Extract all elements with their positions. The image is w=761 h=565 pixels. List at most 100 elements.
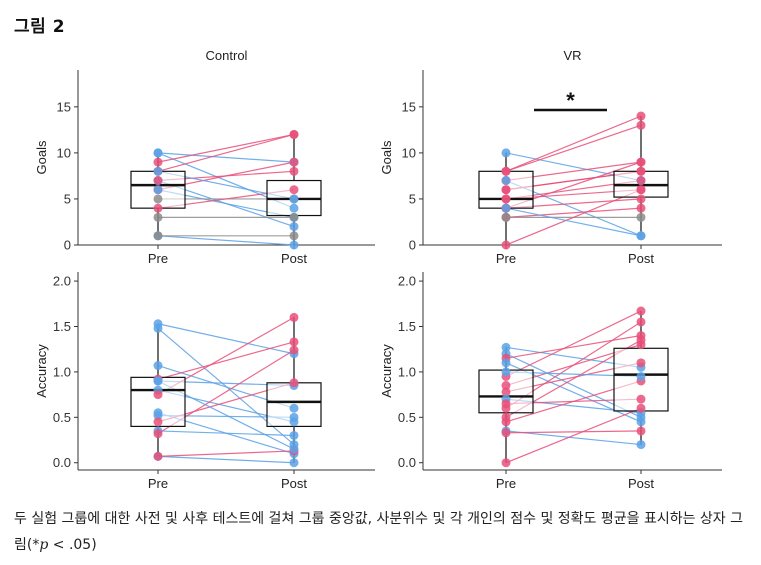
- y-tick-label: 15: [402, 99, 416, 114]
- subject-line: [157, 455, 295, 464]
- data-point-pre: [501, 194, 511, 204]
- data-point-post: [289, 212, 299, 222]
- chart-panel-3: 0.0 0.5 1.0 1.5 2.0 Accuracy Pre Post: [379, 272, 722, 491]
- data-point-post: [289, 222, 299, 232]
- caption-p-threshold: < .05): [48, 537, 97, 553]
- data-point-post: [289, 345, 299, 355]
- data-point-pre: [153, 231, 163, 241]
- x-tick-label: Post: [281, 476, 307, 491]
- chart-panel-2: 0.0 0.5 1.0 1.5 2.0 Accuracy Pre Post: [34, 272, 375, 491]
- subject-line: [505, 310, 642, 377]
- data-point-post: [289, 129, 299, 139]
- subject-line: [157, 133, 295, 163]
- data-point-post: [289, 231, 299, 241]
- data-point-post: [289, 185, 299, 195]
- data-point-post: [636, 194, 646, 204]
- data-point-pre: [153, 417, 163, 427]
- caption-text: 두 실험 그룹에 대한 사전 및 사후 테스트에 걸쳐 그룹 중앙값, 사분위수…: [14, 511, 744, 553]
- y-tick-label: 0.0: [398, 455, 416, 470]
- data-point-pre: [153, 429, 163, 439]
- data-point-pre: [153, 376, 163, 386]
- data-point-pre: [501, 203, 511, 213]
- x-tick-label: Post: [281, 251, 307, 266]
- subject-line: [505, 407, 642, 464]
- data-point-post: [289, 412, 299, 422]
- data-point-pre: [153, 361, 163, 371]
- chart-panel-1: VR 0 5 10 15 Goals Pre Post *: [379, 48, 722, 266]
- y-tick-label: 1.5: [398, 319, 416, 334]
- data-point-post: [636, 120, 646, 130]
- data-point-pre: [153, 176, 163, 186]
- y-tick-label: 1.0: [53, 364, 71, 379]
- data-point-post: [289, 194, 299, 204]
- x-tick-label: Pre: [148, 251, 168, 266]
- x-tick-label: Pre: [496, 251, 516, 266]
- data-point-post: [289, 378, 299, 388]
- data-point-post: [636, 176, 646, 186]
- data-point-pre: [501, 367, 511, 377]
- y-tick-label: 0.5: [53, 410, 71, 425]
- subject-line: [505, 207, 642, 218]
- data-point-post: [289, 403, 299, 413]
- boxplot-figure: Control 0 5 10 15 Goals Pre Post VR 0 5 10 15 Goals Pr…: [34, 48, 722, 491]
- y-tick-label: 5: [64, 191, 71, 206]
- data-point-pre: [501, 428, 511, 438]
- data-point-pre: [501, 403, 511, 413]
- data-point-pre: [501, 417, 511, 427]
- data-point-pre: [153, 212, 163, 222]
- y-axis-label: Accuracy: [379, 344, 394, 398]
- data-point-pre: [153, 411, 163, 421]
- chart-panel-0: Control 0 5 10 15 Goals Pre Post: [34, 48, 375, 266]
- data-point-post: [636, 317, 646, 327]
- data-point-pre: [501, 176, 511, 186]
- data-point-post: [289, 458, 299, 468]
- data-point-pre: [501, 148, 511, 158]
- data-point-post: [636, 358, 646, 368]
- x-tick-label: Post: [628, 476, 654, 491]
- caption-p-symbol: p: [39, 537, 49, 553]
- data-point-post: [636, 371, 646, 381]
- y-tick-label: 1.5: [53, 319, 71, 334]
- data-point-pre: [153, 166, 163, 176]
- data-point-post: [636, 394, 646, 404]
- data-point-pre: [501, 358, 511, 368]
- data-point-post: [636, 403, 646, 413]
- data-point-post: [289, 430, 299, 440]
- figure-title: 그림 2: [14, 17, 66, 37]
- y-tick-label: 5: [409, 191, 416, 206]
- data-point-post: [289, 312, 299, 322]
- data-point-post: [289, 444, 299, 454]
- data-point-post: [289, 166, 299, 176]
- subject-line: [505, 115, 642, 172]
- data-point-post: [636, 111, 646, 121]
- data-point-pre: [153, 157, 163, 167]
- subject-line: [157, 341, 295, 380]
- x-tick-label: Post: [628, 251, 654, 266]
- y-tick-label: 2.0: [53, 274, 71, 289]
- data-point-pre: [501, 458, 511, 468]
- subject-line: [157, 152, 295, 163]
- data-point-post: [636, 166, 646, 176]
- y-tick-label: 0: [409, 238, 416, 253]
- data-point-pre: [501, 240, 511, 250]
- y-tick-label: 10: [57, 145, 71, 160]
- data-point-post: [636, 335, 646, 345]
- subject-line: [157, 133, 295, 172]
- data-point-post: [636, 212, 646, 222]
- subject-line: [157, 430, 295, 437]
- data-point-pre: [501, 342, 511, 352]
- data-point-post: [636, 306, 646, 316]
- data-point-pre: [501, 387, 511, 397]
- y-axis-label: Accuracy: [34, 344, 49, 398]
- data-point-post: [636, 157, 646, 167]
- data-point-pre: [153, 185, 163, 195]
- panel-title: Control: [206, 48, 248, 63]
- y-tick-label: 0.0: [53, 455, 71, 470]
- y-axis-label: Goals: [379, 140, 394, 174]
- data-point-post: [289, 203, 299, 213]
- data-point-pre: [501, 212, 511, 222]
- subject-line: [505, 189, 642, 246]
- data-point-post: [289, 337, 299, 347]
- subject-line: [505, 430, 642, 434]
- data-point-post: [636, 231, 646, 241]
